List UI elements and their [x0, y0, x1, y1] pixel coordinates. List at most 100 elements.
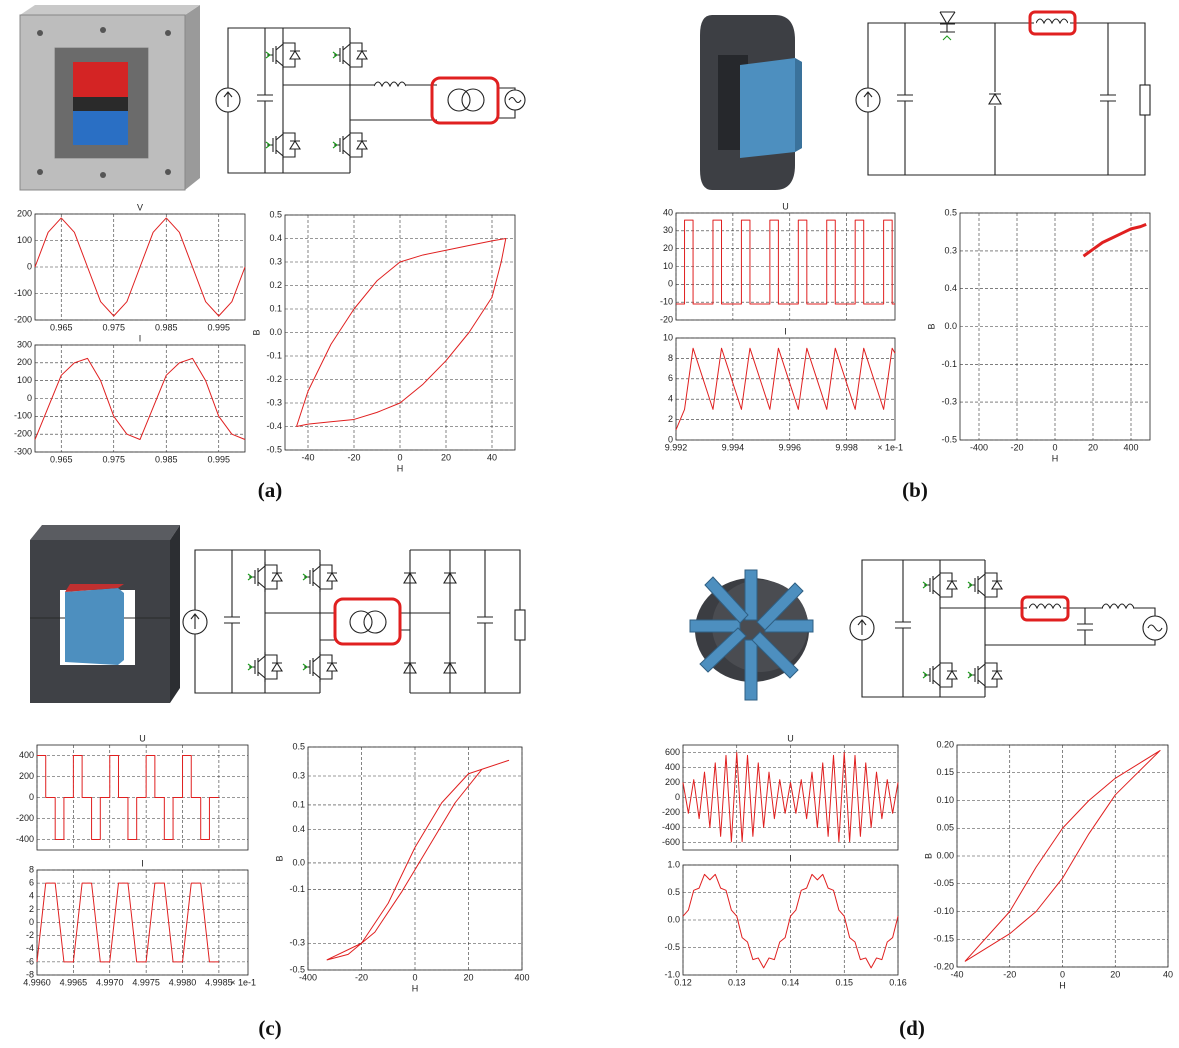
diagram-shape	[432, 78, 498, 123]
y-axis-label: B	[251, 329, 261, 335]
x-tick-label: -20	[347, 452, 360, 462]
x-tick-label: 20	[1088, 442, 1098, 452]
y-tick-label: 8	[668, 353, 673, 363]
y-tick-label: -0.4	[266, 421, 282, 431]
diagram-shape	[462, 89, 484, 111]
x-tick-label: 9.994	[722, 442, 745, 452]
x-tick-label: 20	[1110, 969, 1120, 979]
x-tick-label: 9.996	[779, 442, 802, 452]
y-tick-label: 200	[19, 771, 34, 781]
y-tick-label: -0.5	[664, 942, 680, 952]
y-axis-label: B	[274, 855, 284, 861]
y-tick-label: -400	[16, 834, 34, 844]
diagram-shape	[335, 599, 400, 644]
core-model-d	[690, 570, 813, 700]
x-tick-label: 0.14	[782, 977, 800, 987]
figure: (a) (b) (c) (d) -200-10001002000.9650.97…	[0, 0, 1179, 1048]
y-tick-label: -200	[662, 807, 680, 817]
diagram-shape	[943, 36, 951, 40]
y-tick-label: -0.3	[941, 396, 957, 406]
x-tick-label: 20	[463, 972, 473, 982]
y-tick-label: 0	[27, 261, 32, 271]
panel-label: (b)	[902, 478, 928, 502]
diagram-shape	[740, 58, 802, 158]
x-tick-label: 20	[441, 452, 451, 462]
plot-title: I	[139, 333, 142, 343]
x-tick-label: 400	[514, 972, 529, 982]
x-tick-label: 0.975	[102, 322, 125, 332]
y-axis-label: B	[926, 323, 936, 329]
panel-label: (a)	[258, 478, 283, 502]
x-tick-label: 0	[397, 452, 402, 462]
y-tick-label: 20	[663, 243, 673, 253]
plot-title: U	[787, 733, 794, 743]
y-tick-label: 0.2	[269, 280, 282, 290]
y-tick-label: 0.15	[936, 767, 954, 777]
y-tick-label: 0.0	[667, 914, 680, 924]
diagram-shape	[745, 570, 757, 620]
x-tick-label: 0.16	[889, 977, 907, 987]
y-tick-label: 0.1	[292, 799, 305, 809]
diagram-shape	[864, 92, 872, 107]
y-tick-label: 200	[17, 208, 32, 218]
x-tick-label: 0	[412, 972, 417, 982]
x-tick-label: 0	[1052, 442, 1057, 452]
diagram-shape	[1148, 625, 1162, 631]
diagram-shape	[37, 169, 43, 175]
y-tick-label: -0.1	[941, 359, 957, 369]
y-tick-label: -200	[14, 314, 32, 324]
diagram-shape	[1140, 85, 1150, 115]
x-tick-label: 0.995	[207, 322, 230, 332]
diagram-shape	[989, 94, 1001, 104]
circuit-a	[216, 28, 525, 173]
x-tick-label: 400	[1123, 442, 1138, 452]
diagram-shape	[940, 12, 955, 32]
x-tick-label: 9.998	[835, 442, 858, 452]
y-tick-label: 10	[663, 261, 673, 271]
y-tick-label: -200	[14, 429, 32, 439]
y-tick-label: 0	[29, 917, 34, 927]
x-tick-label: 0.985	[155, 454, 178, 464]
y-tick-label: 40	[663, 207, 673, 217]
diagram-shape	[73, 111, 128, 145]
y-tick-label: 10	[663, 332, 673, 342]
y-tick-label: 0.3	[269, 256, 282, 266]
x-tick-label: 40	[487, 452, 497, 462]
y-tick-label: -0.15	[933, 934, 954, 944]
x-axis-note: × 1e-1	[230, 977, 256, 987]
y-tick-label: -0.3	[266, 397, 282, 407]
x-tick-label: -400	[970, 442, 988, 452]
y-tick-label: 0.3	[292, 770, 305, 780]
x-tick-label: 0.15	[835, 977, 853, 987]
panel-label: (c)	[258, 1016, 281, 1040]
diagram-shape	[364, 611, 386, 633]
plot-title: I	[789, 853, 792, 863]
y-tick-label: -6	[26, 956, 34, 966]
y-tick-label: 100	[17, 375, 32, 385]
diagram-shape	[100, 172, 106, 178]
diagram-shape	[795, 58, 802, 152]
y-tick-label: 0	[29, 792, 34, 802]
y-tick-label: 1.0	[667, 859, 680, 869]
diagram-shape	[868, 23, 1145, 175]
diagram-shape	[515, 610, 525, 640]
x-tick-label: 0	[1060, 969, 1065, 979]
diagram-shape	[862, 560, 1155, 697]
diagram-shape	[350, 611, 372, 633]
core-model-c	[30, 525, 180, 703]
x-tick-label: 0.13	[728, 977, 746, 987]
x-tick-label: 0.995	[207, 454, 230, 464]
diagram-shape	[185, 5, 200, 190]
y-tick-label: 0.5	[944, 207, 957, 217]
y-tick-label: 0	[675, 792, 680, 802]
circuit-c	[183, 550, 525, 693]
diagram-shape	[224, 92, 232, 107]
x-tick-label: -400	[299, 972, 317, 982]
y-tick-label: 400	[665, 762, 680, 772]
x-tick-label: 4.9980	[169, 977, 197, 987]
x-axis-label: H	[1052, 453, 1059, 463]
y-tick-label: 0.1	[269, 303, 282, 313]
x-axis-note: × 1e-1	[877, 442, 903, 452]
y-tick-label: -0.3	[289, 938, 305, 948]
x-tick-label: 0.985	[155, 322, 178, 332]
